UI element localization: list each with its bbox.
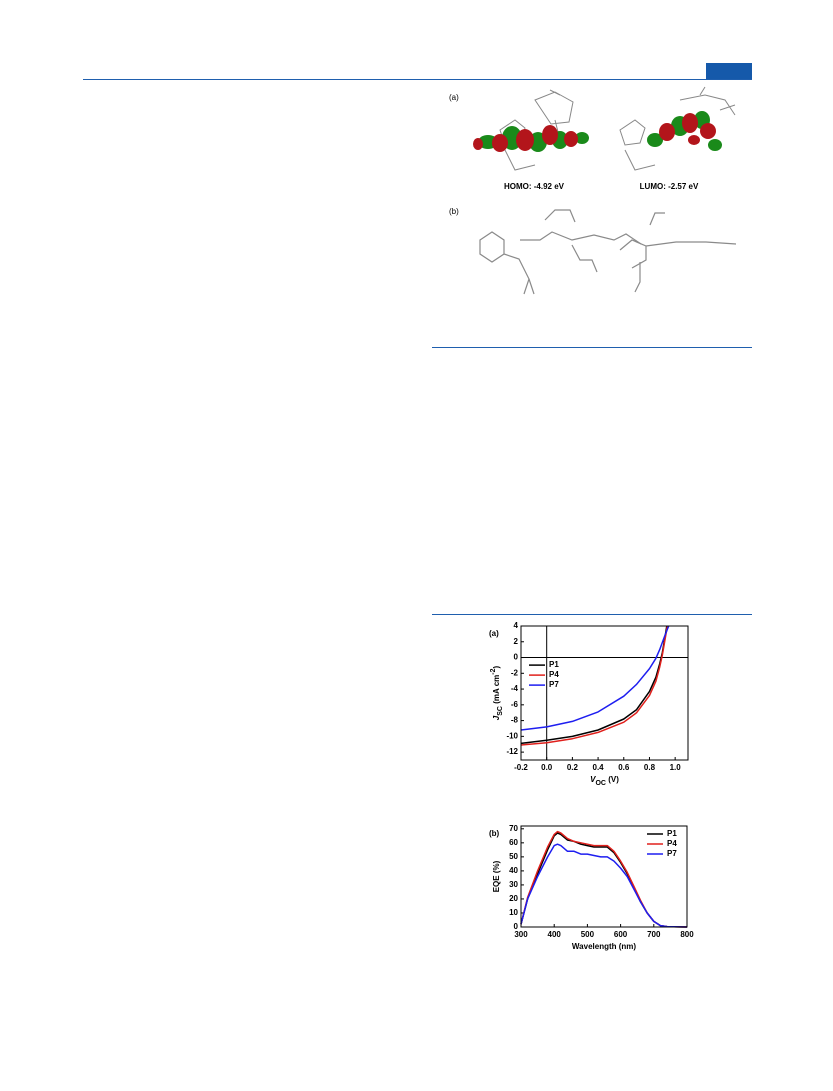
homo-orbital <box>473 89 589 171</box>
molecule-structure <box>479 209 737 295</box>
x-tick-label: 300 <box>514 930 528 939</box>
legend-label: P4 <box>549 670 559 679</box>
legend-label: P1 <box>667 829 677 838</box>
x-tick-label: 0.0 <box>541 763 553 772</box>
y-tick-label: 2 <box>514 637 519 646</box>
x-tick-label: 1.0 <box>670 763 682 772</box>
legend-label: P7 <box>549 680 559 689</box>
y-tick-label: 0 <box>514 922 519 931</box>
panel-label: (b) <box>489 829 500 838</box>
y-tick-label: 70 <box>509 824 518 833</box>
y-tick-label: -10 <box>506 731 518 740</box>
x-axis-label: VOC (V) <box>590 775 619 787</box>
x-tick-label: 500 <box>581 930 595 939</box>
data-line <box>520 625 669 746</box>
plot-frame <box>520 825 688 928</box>
y-tick-label: -4 <box>511 684 519 693</box>
x-tick-label: 600 <box>614 930 628 939</box>
legend-label: P7 <box>667 849 677 858</box>
x-tick-label: 0.6 <box>618 763 630 772</box>
homo-label: HOMO: -4.92 eV <box>504 182 565 191</box>
y-tick-label: 4 <box>514 621 519 630</box>
y-tick-label: 50 <box>509 852 518 861</box>
y-axis-label-part: EQE (%) <box>492 860 501 892</box>
data-line <box>520 625 670 731</box>
y-axis-label-part: (mA cm <box>492 675 501 706</box>
x-axis-label-part: (V) <box>606 775 619 784</box>
x-tick-label: 0.8 <box>644 763 656 772</box>
panel-label: (a) <box>489 629 499 638</box>
x-tick-label: 400 <box>548 930 562 939</box>
legend-label: P4 <box>667 839 677 848</box>
legend-label: P1 <box>549 660 559 669</box>
y-axis-label-part: SC <box>497 706 504 716</box>
y-axis-label: JSC (mA cm-2) <box>490 665 504 720</box>
x-axis-label-part: V <box>590 775 596 784</box>
y-axis-label-part: J <box>492 715 501 720</box>
y-tick-label: -8 <box>511 716 519 725</box>
y-tick-label: 20 <box>509 894 518 903</box>
x-tick-label: 0.2 <box>567 763 579 772</box>
x-tick-label: 0.4 <box>593 763 605 772</box>
lumo-orbital <box>619 86 736 171</box>
panel-label: (b) <box>449 207 459 216</box>
y-tick-label: -2 <box>511 668 519 677</box>
data-line <box>520 843 688 928</box>
y-axis-label-part: -2 <box>490 668 497 674</box>
x-tick-label: 800 <box>680 930 694 939</box>
y-tick-label: 60 <box>509 838 518 847</box>
y-tick-label: 10 <box>509 908 518 917</box>
y-axis-label-part: ) <box>492 665 501 668</box>
header-tab <box>706 63 752 79</box>
x-tick-label: -0.2 <box>514 763 528 772</box>
y-tick-label: 0 <box>514 653 519 662</box>
x-tick-label: 700 <box>647 930 661 939</box>
lumo-label: LUMO: -2.57 eV <box>640 182 699 191</box>
x-axis-label-part: OC <box>595 780 606 787</box>
y-tick-label: -6 <box>511 700 519 709</box>
x-axis-label: Wavelength (nm) <box>572 942 636 951</box>
y-axis-label: EQE (%) <box>492 860 501 892</box>
y-tick-label: 30 <box>509 880 518 889</box>
panel-label: (a) <box>449 93 459 102</box>
plot-frame <box>520 625 689 761</box>
y-tick-label: 40 <box>509 866 518 875</box>
y-tick-label: -12 <box>506 747 518 756</box>
x-axis-label-part: Wavelength (nm) <box>572 942 636 951</box>
